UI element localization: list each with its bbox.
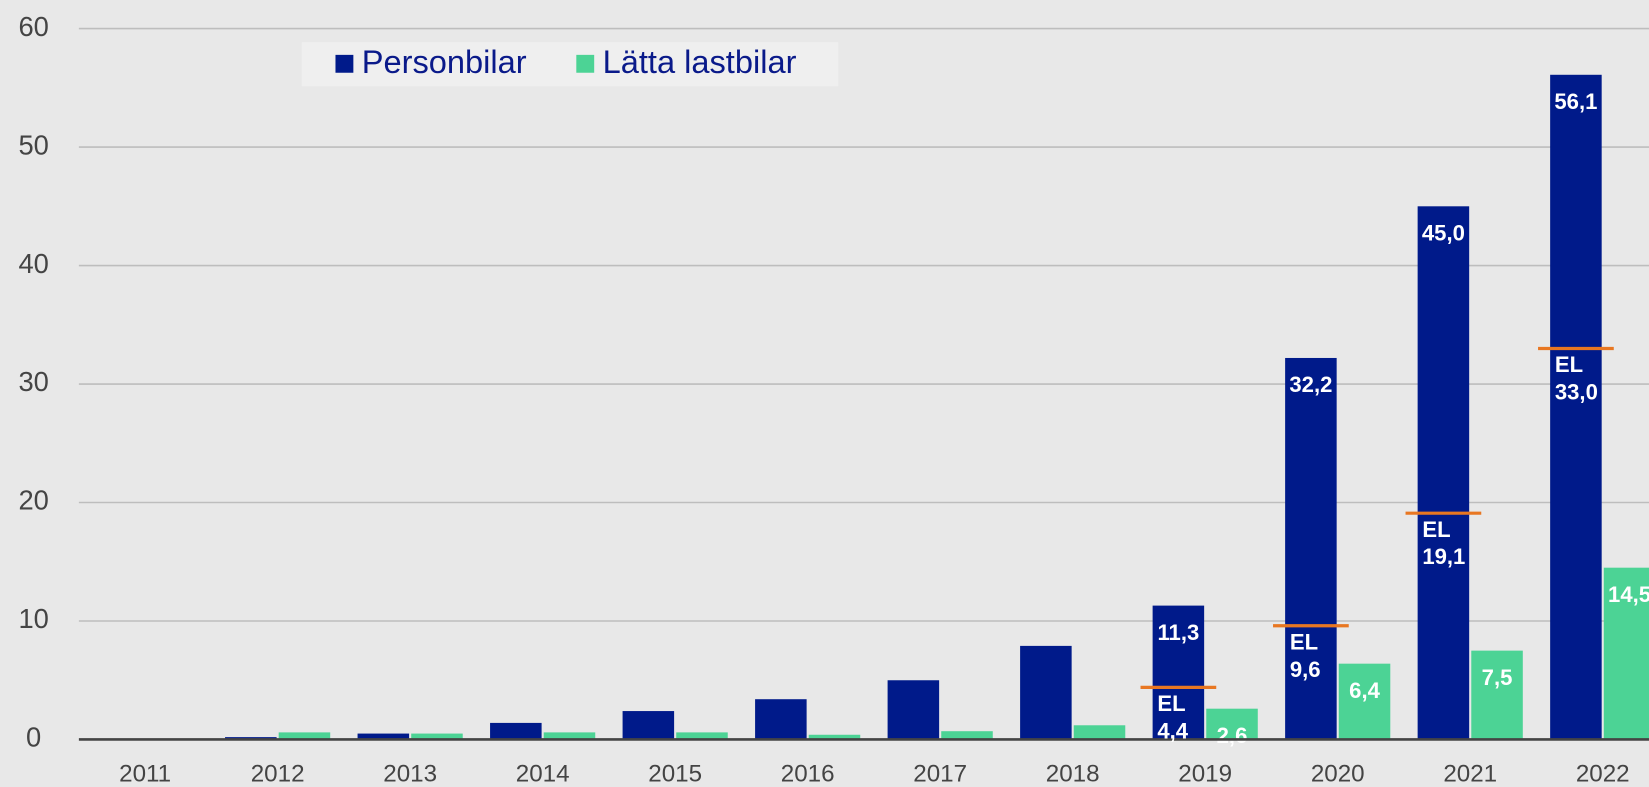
data-label: 11,3 [1158,620,1200,645]
el-value: 9,6 [1290,657,1321,682]
bar [1603,567,1649,740]
y-tick-label: 50 [18,129,48,160]
bar [1338,663,1391,740]
legend-swatch [335,54,354,73]
data-label: 32,2 [1289,372,1332,397]
el-label: EL [1555,352,1583,377]
bar [1417,206,1470,740]
x-tick-label: 2020 [1311,761,1365,787]
bar [1285,357,1337,740]
el-value: 33,0 [1555,380,1598,405]
bar [411,733,463,740]
y-tick-label: 30 [18,366,48,397]
el-label: EL [1422,517,1450,542]
data-label: 7,5 [1482,665,1513,690]
bar [622,711,675,740]
data-label: 14,5 [1608,582,1649,607]
x-tick-label: 2014 [516,761,570,787]
x-tick-label: 2019 [1178,761,1232,787]
x-tick-label: 2016 [781,761,835,787]
y-tick-label: 10 [18,603,48,634]
bar [490,722,542,740]
el-label: EL [1290,629,1318,654]
data-label: 6,4 [1349,678,1380,703]
bar [1073,725,1126,740]
bar [1152,605,1205,740]
x-tick-label: 2022 [1576,761,1630,787]
data-label: 2,6 [1217,723,1248,748]
x-tick-label: 2021 [1443,761,1497,787]
bar [676,732,728,740]
bar [1471,650,1523,740]
y-tick-label: 0 [26,722,41,753]
bar [357,733,410,740]
data-label: 56,1 [1554,89,1597,114]
bar [808,734,861,740]
bar [1206,708,1258,740]
legend-label: Lätta lastbilar [603,43,797,80]
legend-box [301,42,839,87]
y-tick-label: 40 [18,248,48,279]
bar [1020,645,1072,740]
bar [543,732,596,740]
bar [755,699,807,740]
el-value: 19,1 [1422,544,1465,569]
bar [941,731,993,740]
bar [278,732,331,740]
y-tick-label: 60 [18,11,48,42]
x-tick-label: 2012 [251,761,305,787]
y-tick-label: 20 [18,485,48,516]
legend-label: Personbilar [362,43,527,80]
x-tick-label: 2013 [383,761,437,787]
el-label: EL [1157,691,1185,716]
x-tick-label: 2018 [1046,761,1100,787]
data-label: 45,0 [1422,221,1465,246]
x-tick-label: 2017 [913,761,967,787]
x-tick-label: 2015 [648,761,702,787]
bar [1550,74,1602,740]
bar [887,680,940,740]
x-tick-label: 2011 [119,761,171,787]
el-value: 4,4 [1157,718,1188,743]
legend-swatch [576,54,595,73]
